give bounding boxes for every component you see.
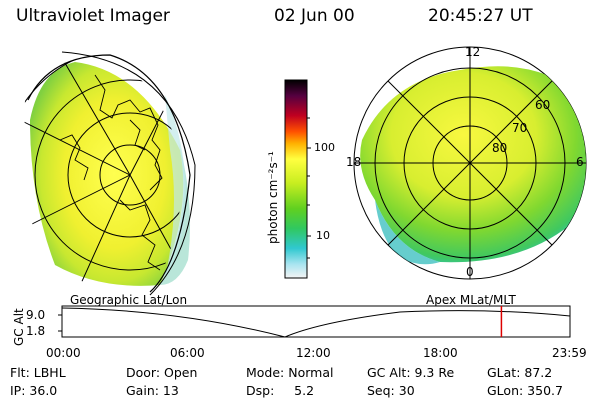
time-tick-2359: 23:59 [552,346,587,360]
terminator-arc [61,51,196,296]
time-tick-0600: 06:00 [170,346,205,360]
coastline [59,134,89,181]
right-aurora-edge [375,200,440,265]
status-seq: Seq: 30 [367,383,415,398]
altitude-tick-high: 9.0 [26,308,46,322]
altitude-tick-low: 1.8 [26,324,46,338]
altitude-curve [61,307,571,338]
instrument-title: Ultraviolet Imager [16,6,170,26]
colorbar-unit-label: photon cm⁻²s⁻¹ [266,151,280,244]
mlt-label-18: 18 [346,155,362,169]
status-glat: GLat: 87.2 [487,365,553,380]
polar-panel [353,46,587,280]
mlat-label-80: 80 [492,141,508,155]
observation-time: 20:45:27 UT [428,6,533,26]
time-tick-1200: 12:00 [296,346,331,360]
geographic-panel [24,51,196,296]
coastline [129,119,146,151]
status-gc-alt: GC Alt: 9.3 Re [367,365,455,380]
longitude-line [59,174,131,292]
mlat-label-70: 70 [512,121,528,135]
apex-caption: Apex MLat/MLT [426,293,516,307]
coastline [94,74,163,191]
status-gain: Gain: 13 [126,383,179,398]
latitude-circle [67,112,186,238]
right-aurora-fill [360,66,586,263]
longitude-line [24,174,131,251]
time-tick-1800: 18:00 [423,346,458,360]
status-dsp: Dsp: 5.2 [246,383,315,398]
left-aurora-fringe [160,140,191,285]
mlt-diagonal [387,80,553,246]
altitude-plot [58,305,571,338]
colorbar-tick-100: 100 [314,141,335,154]
mlt-label-12: 12 [465,45,481,59]
colorbar-tick-10: 10 [316,229,330,242]
status-door: Door: Open [126,365,198,380]
status-filter: Flt: LBHL [10,365,66,380]
mlat-label-60: 60 [535,98,551,112]
mlt-label-0: 0 [466,265,474,279]
time-tick-0000: 00:00 [46,346,81,360]
status-mode: Mode: Normal [246,365,334,380]
altitude-axis-label: GC Alt [12,308,26,346]
longitude-line [129,174,186,292]
longitude-line [39,58,131,176]
coastline [119,199,161,271]
latitude-circle [34,79,186,271]
mlt-label-6: 6 [576,155,584,169]
earth-limb [27,54,191,293]
geographic-caption: Geographic Lat/Lon [70,293,188,307]
intensity-colorbar [284,79,311,279]
status-ip: IP: 36.0 [10,383,58,398]
longitude-line [24,99,131,176]
observation-date: 02 Jun 00 [274,6,355,26]
status-glon: GLon: 350.7 [487,383,563,398]
